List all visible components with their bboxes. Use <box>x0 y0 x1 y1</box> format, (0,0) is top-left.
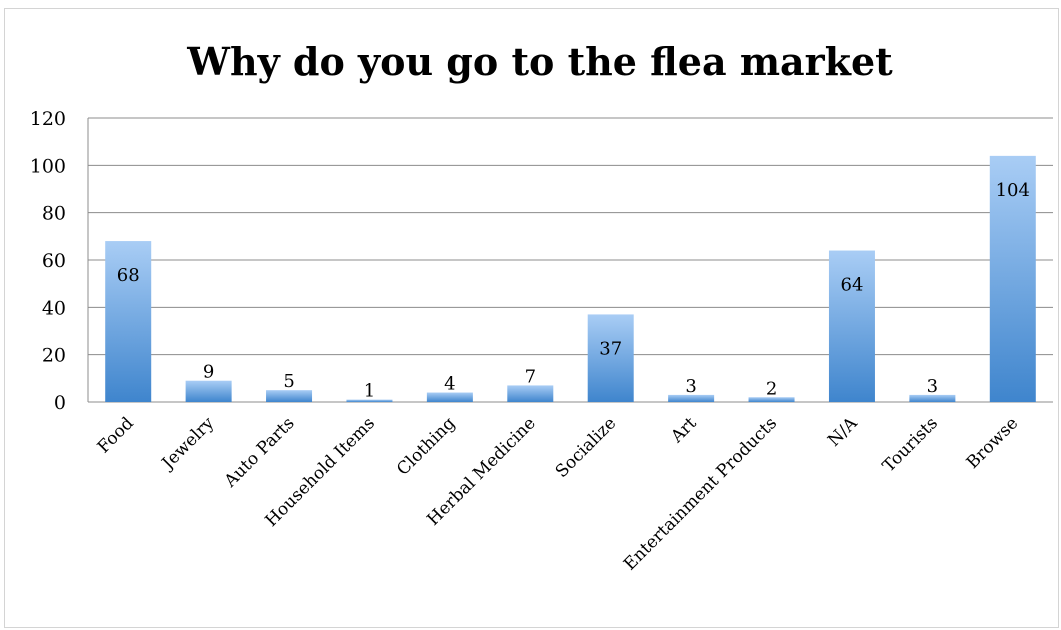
chart-frame: Why do you go to the flea market 0 20 40 60… <box>4 8 1059 628</box>
bar <box>828 250 875 402</box>
y-tick-label: 100 <box>30 155 66 177</box>
x-tick-label: Art <box>667 413 701 447</box>
bar <box>909 394 956 402</box>
chart-title: Why do you go to the flea market <box>186 39 893 84</box>
bar <box>748 397 795 402</box>
data-label: 3 <box>927 376 938 397</box>
y-tick-label: 0 <box>54 392 66 414</box>
x-tick-label: N/A <box>824 413 862 451</box>
y-tick-label: 120 <box>30 108 66 130</box>
bar <box>426 392 473 402</box>
data-label: 37 <box>599 338 622 359</box>
data-label: 4 <box>444 374 455 395</box>
y-tick-label: 20 <box>42 345 66 367</box>
bar <box>668 394 715 402</box>
x-tick-label: Browse <box>963 413 1023 473</box>
bar-chart: Why do you go to the flea market 0 20 40 60… <box>30 39 1053 574</box>
data-label: 104 <box>996 180 1030 201</box>
data-label: 3 <box>685 376 696 397</box>
bar <box>507 385 554 402</box>
data-label: 2 <box>766 378 777 399</box>
data-label: 1 <box>364 381 375 402</box>
bar <box>105 241 152 402</box>
bar <box>185 380 232 402</box>
x-tick-label: Socialize <box>552 413 621 482</box>
x-tick-label: Clothing <box>393 413 459 479</box>
x-tick-label: Jewelry <box>157 413 219 475</box>
y-tick-label: 40 <box>42 297 66 319</box>
x-tick-label: Food <box>94 413 138 457</box>
bar <box>346 399 393 402</box>
data-label: 64 <box>841 275 864 296</box>
data-label: 68 <box>117 265 140 286</box>
data-label: 7 <box>525 366 536 387</box>
y-tick-label: 60 <box>42 250 66 272</box>
bar <box>989 155 1036 402</box>
x-tick-label: Auto Parts <box>220 413 299 492</box>
bar <box>587 314 634 402</box>
x-tick-label: Tourists <box>879 413 942 476</box>
x-tick-label: Entertainment Products <box>620 413 781 574</box>
data-label: 9 <box>203 362 214 383</box>
bar <box>266 390 313 402</box>
y-tick-label: 80 <box>42 203 66 225</box>
data-label: 5 <box>283 371 294 392</box>
